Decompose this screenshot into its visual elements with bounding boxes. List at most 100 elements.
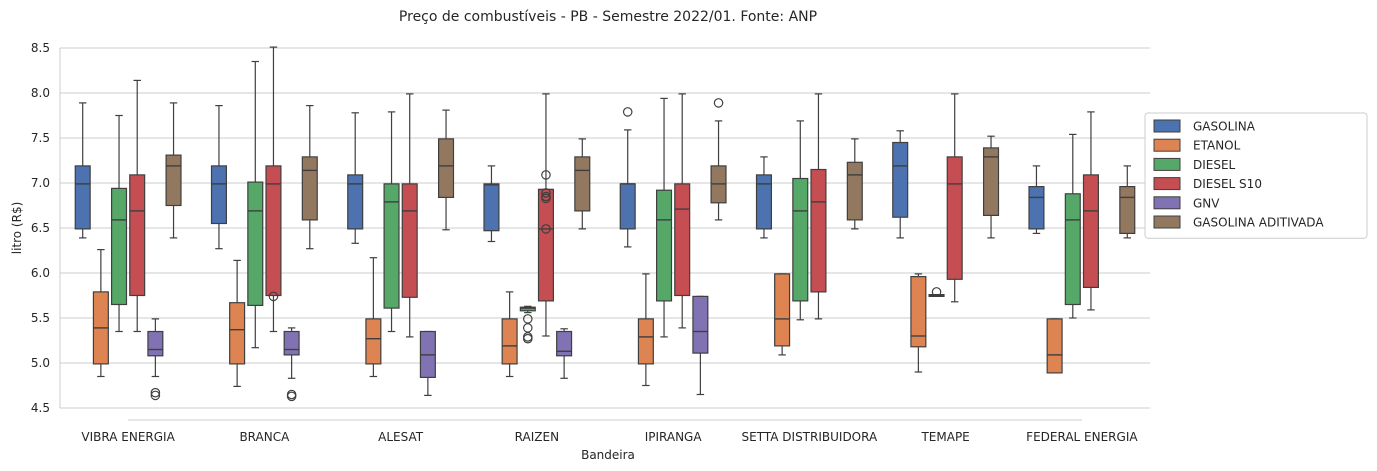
- box-iqr: [110, 187, 128, 306]
- box-gasolina-aditivada-4: [574, 138, 591, 230]
- grid-lines: [60, 47, 1150, 409]
- box-iqr: [229, 302, 246, 365]
- box-diesel-s10-5: [674, 93, 691, 329]
- box-iqr: [519, 306, 536, 312]
- y-tick-label: 7.0: [31, 176, 50, 190]
- box-gasolina-4: [483, 165, 500, 243]
- box-iqr: [1064, 193, 1081, 306]
- box-gnv-2: [283, 327, 300, 402]
- y-tick-label: 6.0: [31, 266, 50, 280]
- box-diesel-6: [792, 120, 809, 321]
- box-iqr: [655, 189, 673, 302]
- box-diesel-1: [110, 114, 128, 333]
- legend-label: GASOLINA: [1193, 120, 1256, 134]
- outlier-point: [541, 224, 551, 234]
- box-etanol-4: [501, 291, 518, 378]
- x-axis: VIBRA ENERGIA BRANCA ALESAT RAIZEN IPIRANGA S…: [81, 419, 1138, 444]
- box-iqr: [792, 177, 809, 302]
- legend-swatch: [1153, 119, 1181, 133]
- box-gasolina-2: [210, 104, 228, 250]
- box-iqr: [1119, 186, 1136, 235]
- x-tick-label: IPIRANGA: [645, 430, 703, 444]
- box-diesel-4: [519, 305, 536, 344]
- box-gasolina-aditivada-7: [982, 135, 1000, 239]
- box-etanol-1: [92, 249, 109, 378]
- box-diesel-8: [1064, 133, 1081, 319]
- box-diesel-s10-2: [265, 46, 282, 333]
- box-iqr: [982, 147, 1000, 216]
- box-gasolina-aditivada-1: [165, 102, 182, 239]
- box-gasolina-aditivada-6: [846, 138, 863, 230]
- box-iqr: [483, 183, 500, 232]
- y-tick-label: 5.5: [31, 311, 50, 325]
- box-diesel-s10-1: [129, 79, 146, 333]
- box-diesel-2: [247, 60, 264, 349]
- x-tick-label: RAIZEN: [515, 430, 559, 444]
- box-diesel-s10-8: [1082, 111, 1100, 311]
- x-tick-label: TEMAPE: [920, 430, 969, 444]
- box-iqr: [301, 156, 318, 221]
- box-iqr: [210, 165, 228, 225]
- box-iqr: [774, 273, 791, 347]
- box-gasolina-1: [74, 102, 91, 239]
- box-iqr: [537, 188, 555, 302]
- box-iqr: [692, 295, 709, 354]
- outlier-point: [268, 291, 279, 302]
- legend-swatch: [1153, 196, 1181, 210]
- legend-swatch: [1153, 177, 1181, 191]
- box-iqr: [501, 318, 518, 365]
- y-tick-label: 6.5: [31, 221, 50, 235]
- box-iqr: [574, 156, 591, 212]
- x-tick-label: VIBRA ENERGIA: [81, 430, 175, 444]
- legend-label: DIESEL S10: [1193, 177, 1262, 191]
- box-marks: [74, 46, 1136, 402]
- box-gasolina-7: [892, 130, 909, 239]
- box-iqr: [755, 174, 773, 230]
- box-iqr: [1082, 174, 1100, 288]
- box-diesel-3: [383, 111, 400, 333]
- box-gnv-5: [692, 295, 709, 396]
- y-tick-label: 4.5: [31, 401, 50, 415]
- box-iqr: [365, 318, 382, 365]
- box-iqr: [129, 174, 146, 297]
- box-iqr: [437, 138, 455, 198]
- y-tick-label: 8.5: [31, 41, 50, 55]
- legend-swatch: [1153, 138, 1181, 152]
- box-gasolina-aditivada-2: [301, 104, 318, 250]
- legend-box: [1144, 112, 1368, 239]
- box-diesel-s10-6: [810, 93, 827, 320]
- box-iqr: [910, 276, 927, 348]
- box-diesel-s10-3: [401, 93, 418, 338]
- box-gnv-4: [556, 328, 573, 379]
- box-iqr: [283, 330, 300, 356]
- legend-label: DIESEL: [1193, 158, 1236, 172]
- box-etanol-8: [1046, 318, 1063, 374]
- y-tick-label: 7.5: [31, 131, 50, 145]
- outlier-point: [931, 287, 942, 297]
- outlier-point: [713, 98, 724, 108]
- outlier-point: [522, 323, 533, 333]
- box-gasolina-aditivada-5: [710, 98, 727, 221]
- box-iqr: [265, 165, 282, 297]
- box-iqr: [892, 141, 909, 218]
- x-tick-label: FEDERAL ENERGIA: [1026, 430, 1138, 444]
- x-tick-label: SETTA DISTRIBUIDORA: [742, 430, 878, 444]
- outlier-point: [150, 390, 161, 401]
- box-iqr: [637, 318, 654, 365]
- x-tick-label: BRANCA: [239, 430, 290, 444]
- outlier-point: [541, 170, 551, 180]
- legend-label: GASOLINA ADITIVADA: [1193, 216, 1324, 230]
- box-iqr: [556, 330, 573, 357]
- x-axis-label: Bandeira: [581, 448, 635, 462]
- outlier-point: [150, 387, 161, 398]
- outlier-point: [622, 107, 633, 117]
- box-iqr: [619, 183, 636, 230]
- box-etanol-3: [365, 257, 382, 378]
- box-gasolina-8: [1028, 165, 1045, 234]
- box-gnv-3: [419, 330, 436, 396]
- y-tick-label: 5.0: [31, 356, 50, 370]
- box-diesel-s10-4: [537, 93, 555, 337]
- x-tick-label: ALESAT: [378, 430, 424, 444]
- box-etanol-2: [229, 259, 246, 387]
